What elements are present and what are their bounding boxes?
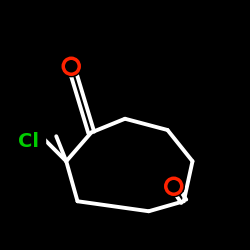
Circle shape	[163, 176, 184, 197]
Text: Cl: Cl	[18, 132, 39, 151]
Bar	[12, 132, 45, 150]
Circle shape	[61, 56, 82, 77]
